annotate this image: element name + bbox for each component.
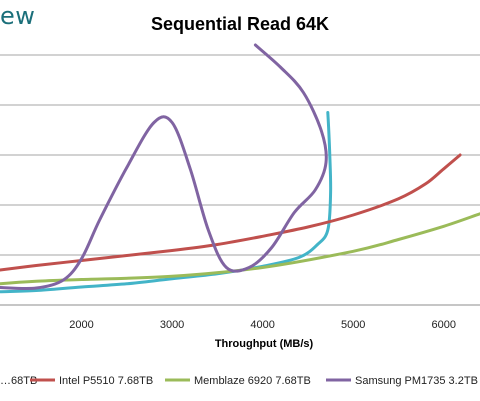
legend-label-3: Memblaze 6920 7.68TB (194, 375, 311, 387)
series-line-2 (0, 153, 462, 272)
gridlines (0, 54, 480, 306)
x-tick-label: 5000 (341, 319, 365, 331)
x-tick-label: 3000 (160, 319, 184, 331)
x-axis-ticks: 2000 3000 4000 5000 6000 (69, 319, 456, 331)
chart-title: Sequential Read 64K (150, 14, 330, 34)
data-series (0, 43, 480, 294)
chart-legend: …68TB Intel P5510 7.68TB Memblaze 6920 7.6… (0, 375, 478, 387)
x-tick-label: 2000 (69, 319, 93, 331)
site-logo: ew (0, 2, 36, 30)
series-line-3 (0, 212, 480, 286)
series-line-4 (0, 43, 328, 290)
legend-label-1: …68TB (0, 375, 37, 387)
x-tick-label: 6000 (432, 319, 456, 331)
legend-label-2: Intel P5510 7.68TB (59, 375, 153, 387)
legend-label-4: Samsung PM1735 3.2TB (355, 375, 478, 387)
x-tick-label: 4000 (250, 319, 274, 331)
x-axis-title: Throughput (MB/s) (215, 338, 314, 350)
